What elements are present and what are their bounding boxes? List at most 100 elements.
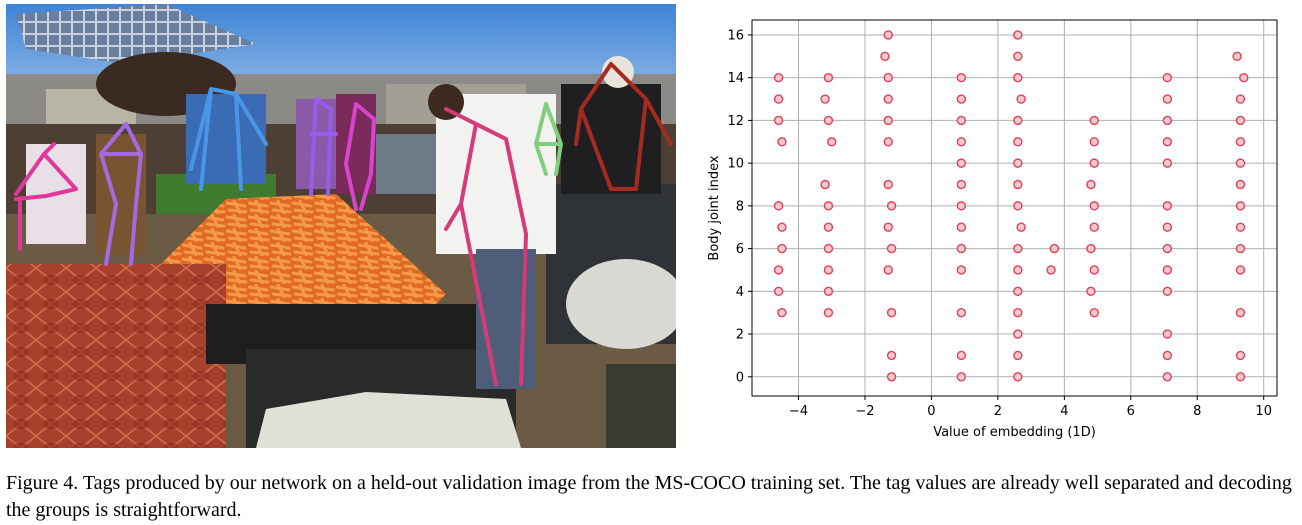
data-point (1013, 30, 1023, 40)
data-point (956, 350, 967, 361)
data-point (1086, 286, 1096, 297)
data-point (1162, 372, 1173, 382)
data-point (883, 115, 893, 126)
x-tick-label: 4 (1060, 404, 1068, 419)
y-tick-label: 10 (727, 157, 744, 172)
data-point (777, 307, 787, 318)
data-point (1235, 350, 1246, 361)
data-point (1013, 115, 1023, 126)
data-point (820, 179, 830, 190)
data-point (773, 286, 784, 297)
data-point (1013, 179, 1023, 190)
data-point (1013, 158, 1023, 168)
photo-illustration (6, 4, 676, 448)
data-point (1162, 158, 1173, 168)
data-point (956, 72, 967, 83)
data-point (820, 94, 830, 104)
pose-skeleton (444, 107, 528, 386)
data-point (886, 350, 897, 361)
data-point (956, 243, 967, 254)
data-point (1089, 158, 1099, 168)
data-point (886, 307, 897, 318)
data-point (1089, 137, 1099, 147)
data-point (777, 137, 787, 147)
data-point (1162, 94, 1173, 104)
data-point (823, 307, 834, 318)
data-point (1235, 307, 1246, 318)
tag-embedding-plot: −4 −2 0 2 4 6 8 10 0 2 4 6 8 10 12 14 16 Value of embed… (700, 0, 1302, 452)
x-tick-label: −2 (855, 404, 874, 419)
data-point (956, 137, 967, 147)
data-point (883, 179, 893, 190)
market-photo (6, 4, 676, 448)
data-point (1089, 201, 1099, 211)
data-point (773, 72, 784, 83)
data-point (773, 94, 784, 104)
data-point (1016, 222, 1026, 232)
data-point (1016, 94, 1026, 104)
data-point (777, 243, 787, 254)
data-point (886, 243, 897, 254)
data-point (1013, 201, 1023, 211)
data-point (823, 201, 834, 211)
x-axis: −4 −2 0 2 4 6 8 10 (789, 396, 1272, 419)
data-point (883, 30, 893, 40)
data-point (1239, 72, 1249, 83)
data-point (956, 179, 967, 190)
data-point (1235, 222, 1246, 232)
data-point (956, 94, 967, 104)
data-point (880, 51, 890, 62)
data-point (1013, 72, 1023, 83)
data-point (1086, 179, 1096, 190)
data-point (1013, 286, 1023, 297)
data-point (956, 372, 967, 382)
y-tick-label: 4 (736, 285, 744, 300)
pose-skeleton (309, 97, 338, 196)
data-point (1013, 329, 1023, 339)
data-point (1013, 307, 1023, 318)
data-point (1089, 307, 1099, 318)
data-point (956, 115, 967, 126)
x-tick-label: −4 (789, 404, 808, 419)
y-tick-label: 6 (736, 242, 744, 257)
data-point (773, 115, 784, 126)
data-point (1235, 158, 1246, 168)
pose-skeleton (574, 62, 673, 191)
data-point (1235, 115, 1246, 126)
data-point (1089, 115, 1099, 126)
data-point (1162, 265, 1173, 275)
data-point (823, 265, 834, 275)
data-point (823, 115, 834, 126)
y-tick-label: 0 (736, 370, 744, 385)
data-point (1235, 201, 1246, 211)
data-point (773, 265, 784, 275)
pose-skeleton (534, 102, 563, 176)
y-tick-label: 12 (727, 114, 744, 129)
data-point (956, 265, 967, 275)
data-point (1235, 179, 1246, 190)
data-point (1162, 286, 1173, 297)
data-point (1162, 201, 1173, 211)
data-points (773, 30, 1249, 382)
pose-skeleton (344, 102, 376, 211)
x-tick-label: 8 (1193, 404, 1201, 419)
plot-frame (751, 19, 1278, 397)
data-point (1162, 115, 1173, 126)
x-tick-label: 0 (927, 404, 935, 419)
data-point (1013, 51, 1023, 62)
data-point (883, 137, 893, 147)
data-point (1232, 51, 1242, 62)
data-point (883, 72, 893, 83)
data-point (1013, 265, 1023, 275)
data-point (1235, 265, 1246, 275)
data-point (1235, 94, 1246, 104)
data-point (1162, 329, 1173, 339)
data-point (827, 137, 837, 147)
y-tick-label: 16 (727, 28, 744, 43)
data-point (777, 222, 787, 232)
pose-skeleton (189, 87, 268, 191)
data-point (1162, 72, 1173, 83)
pose-skeleton (99, 122, 143, 266)
x-tick-label: 10 (1255, 404, 1272, 419)
data-point (1046, 265, 1056, 275)
